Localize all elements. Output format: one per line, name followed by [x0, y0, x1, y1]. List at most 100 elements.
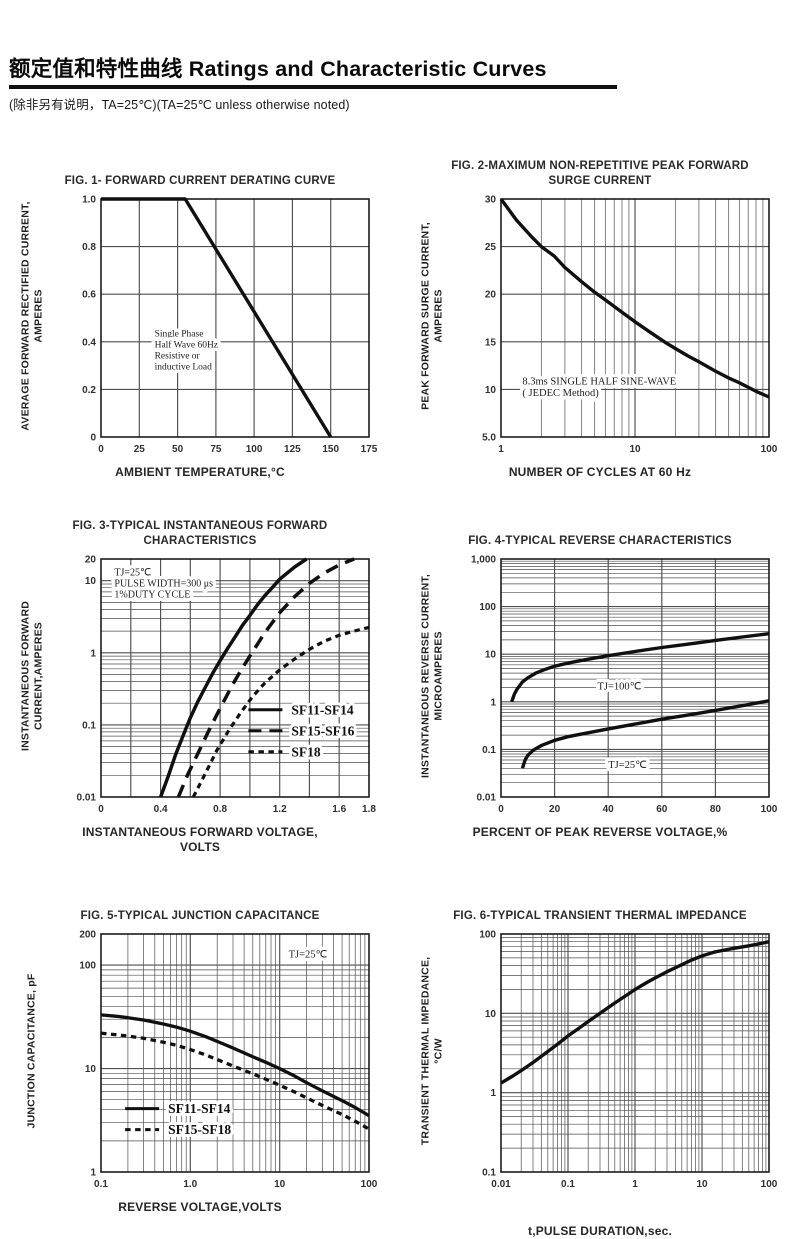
fig2-x-axis-label: NUMBER OF CYCLES AT 60 Hz — [508, 465, 692, 479]
svg-text:100: 100 — [79, 960, 96, 971]
fig4-series-TJ-100C — [510, 631, 770, 702]
svg-text:0.1: 0.1 — [482, 744, 496, 755]
svg-text:( JEDEC Method): ( JEDEC Method) — [522, 388, 599, 399]
svg-text:10: 10 — [485, 1009, 497, 1020]
svg-text:1.8: 1.8 — [362, 804, 376, 815]
fig6-figure: FIG. 6-TYPICAL TRANSIENT THERMAL IMPEDAN… — [415, 890, 785, 1239]
svg-text:0.1: 0.1 — [94, 1179, 108, 1190]
svg-text:25: 25 — [485, 242, 497, 253]
svg-text:100: 100 — [246, 444, 263, 455]
fig4-annotation-1: TJ=25℃ — [605, 756, 651, 774]
svg-text:50: 50 — [172, 444, 184, 455]
svg-text:0.8: 0.8 — [82, 242, 96, 253]
svg-text:0.8: 0.8 — [213, 804, 227, 815]
fig4-tick-labels: 0.01 0.1 1 10 100 1,000 0 20 40 60 80 100 — [471, 554, 778, 815]
svg-text:25: 25 — [134, 444, 146, 455]
svg-text:10: 10 — [85, 1064, 97, 1075]
svg-text:1: 1 — [632, 1179, 638, 1190]
page-subtitle: (除非另有说明，TA=25℃)(TA=25℃ unless otherwise … — [9, 98, 350, 112]
fig4-plot: 0.01 0.1 1 10 100 1,000 0 20 40 60 80 100 TJ=100℃ TJ=… — [471, 554, 778, 815]
fig6-plot-border — [500, 932, 770, 1173]
page-title: 额定值和特性曲线 Ratings and Characteristic Curv… — [9, 52, 617, 89]
svg-text:0.01: 0.01 — [491, 1179, 511, 1190]
svg-text:40: 40 — [603, 804, 615, 815]
fig1-series-derating-curve — [101, 197, 333, 438]
fig3-x-axis-label: INSTANTANEOUS FORWARD VOLTAGE, VOLTS — [82, 824, 318, 855]
svg-text:1.0: 1.0 — [82, 195, 96, 206]
fig4-annotation-0: TJ=100℃ — [594, 678, 645, 696]
svg-text:10: 10 — [85, 576, 97, 587]
fig3-figure: FIG. 3-TYPICAL INSTANTANEOUS FORWARD CHAR… — [15, 515, 385, 856]
fig3-y-axis-label: INSTANTANEOUS FORWARD CURRENT,AMPERES — [19, 600, 44, 751]
fig1-plot-border — [100, 198, 370, 438]
svg-text:8.3ms SINGLE HALF SINE-WAVE: 8.3ms SINGLE HALF SINE-WAVE — [522, 376, 676, 387]
svg-text:TJ=100℃: TJ=100℃ — [598, 681, 642, 692]
svg-text:0.01: 0.01 — [477, 792, 497, 803]
fig4-y-axis-label: INSTANTANEOUS REVERSE CURRENT, MICROAMPER… — [419, 573, 444, 778]
svg-text:10: 10 — [696, 1179, 708, 1190]
fig3-plot: 0.01 0.1 1 10 20 0 0.4 0.8 1.2 1.6 1.8 TJ=25℃PULSE … — [77, 554, 377, 815]
svg-text:20: 20 — [549, 804, 561, 815]
svg-text:1%DUTY CYCLE: 1%DUTY CYCLE — [114, 589, 190, 600]
svg-text:10: 10 — [485, 385, 497, 396]
svg-text:0.1: 0.1 — [561, 1179, 575, 1190]
fig5-y-axis-label: JUNCTION CAPACITANCE, pF — [25, 973, 38, 1129]
fig5-plot-row: JUNCTION CAPACITANCE, pF 1 10 100 200 0.1 1.0 1… — [15, 926, 385, 1198]
svg-text:0: 0 — [98, 444, 104, 455]
svg-text:100: 100 — [761, 804, 778, 815]
fig3-legend-label-SF18: SF18 — [291, 744, 321, 759]
fig1-plot: 0 0.2 0.4 0.6 0.8 1.0 0 25 50 75 100 125 150 175 Singl… — [82, 195, 378, 456]
fig4-figure: FIG. 4-TYPICAL REVERSE CHARACTERISTICS IN… — [415, 515, 785, 856]
svg-text:PULSE WIDTH=300 μs: PULSE WIDTH=300 μs — [114, 578, 213, 589]
fig5-x-axis-label: REVERSE VOLTAGE,VOLTS — [118, 1199, 282, 1214]
fig1-figure: FIG. 1- FORWARD CURRENT DERATING CURVE AV… — [15, 155, 385, 481]
fig5-legend-label-SF11-SF14: SF11-SF14 — [168, 1101, 231, 1116]
fig4-x-axis-label: PERCENT OF PEAK REVERSE VOLTAGE,% — [472, 824, 728, 839]
fig1-y-axis-label: AVERAGE FORWARD RECTIFIED CURRENT, AMPERE… — [19, 201, 44, 431]
fig2-plot-row: PEAK FORWARD SURGE CURRENT, AMPERES 5.0 10 1… — [415, 191, 785, 463]
fig2-title: FIG. 2-MAXIMUM NON-REPETITIVE PEAK FORWA… — [451, 160, 749, 188]
svg-text:0.1: 0.1 — [482, 1167, 496, 1178]
fig3-legend-label-SF15-SF16: SF15-SF16 — [291, 723, 354, 738]
svg-text:1: 1 — [90, 1167, 96, 1178]
svg-text:1,000: 1,000 — [471, 554, 496, 565]
svg-text:15: 15 — [485, 337, 497, 348]
fig5-plot: 1 10 100 200 0.1 1.0 10 100 TJ=25℃ SF11-SF14 SF15-… — [79, 929, 377, 1190]
page-title-en: Ratings and Characteristic Curves — [182, 57, 547, 81]
fig3-plot-border — [100, 557, 370, 798]
svg-text:TJ=25℃: TJ=25℃ — [608, 760, 647, 771]
svg-text:1: 1 — [490, 697, 496, 708]
svg-text:5.0: 5.0 — [482, 433, 496, 444]
fig2-figure: FIG. 2-MAXIMUM NON-REPETITIVE PEAK FORWA… — [415, 155, 785, 481]
fig5-title: FIG. 5-TYPICAL JUNCTION CAPACITANCE — [80, 909, 320, 922]
svg-text:Half Wave 60Hz: Half Wave 60Hz — [155, 340, 218, 351]
fig5-figure: FIG. 5-TYPICAL JUNCTION CAPACITANCE JUNCT… — [15, 890, 385, 1239]
svg-text:Resistive or: Resistive or — [155, 352, 201, 362]
fig5-series-SF15-SF18 — [100, 1031, 370, 1131]
svg-text:0.6: 0.6 — [82, 290, 96, 301]
svg-text:20: 20 — [85, 554, 97, 565]
svg-text:0.2: 0.2 — [82, 385, 96, 396]
fig5-series-SF11-SF14 — [100, 1013, 370, 1117]
fig3-title: FIG. 3-TYPICAL INSTANTANEOUS FORWARD CHAR… — [72, 519, 328, 547]
svg-text:75: 75 — [210, 444, 222, 455]
svg-text:1.0: 1.0 — [183, 1179, 197, 1190]
fig1-title: FIG. 1- FORWARD CURRENT DERATING CURVE — [64, 175, 336, 188]
svg-text:0.1: 0.1 — [82, 720, 96, 731]
fig5-legend-label-SF15-SF18: SF15-SF18 — [168, 1122, 231, 1137]
fig3-plot-row: INSTANTANEOUS FORWARD CURRENT,AMPERES 0.01… — [15, 551, 385, 823]
fig3-legend: SF11-SF14 SF15-SF16 SF18 — [248, 699, 358, 762]
svg-text:10: 10 — [629, 444, 641, 455]
fig4-plot-row: INSTANTANEOUS REVERSE CURRENT, MICROAMPER… — [415, 551, 785, 823]
svg-text:Single Phase: Single Phase — [155, 330, 204, 340]
fig4-series-TJ-25C — [520, 698, 770, 769]
svg-text:60: 60 — [656, 804, 668, 815]
fig3-legend-label-SF11-SF14: SF11-SF14 — [291, 702, 354, 717]
svg-text:80: 80 — [710, 804, 722, 815]
svg-text:100: 100 — [761, 444, 778, 455]
svg-text:100: 100 — [479, 602, 496, 613]
